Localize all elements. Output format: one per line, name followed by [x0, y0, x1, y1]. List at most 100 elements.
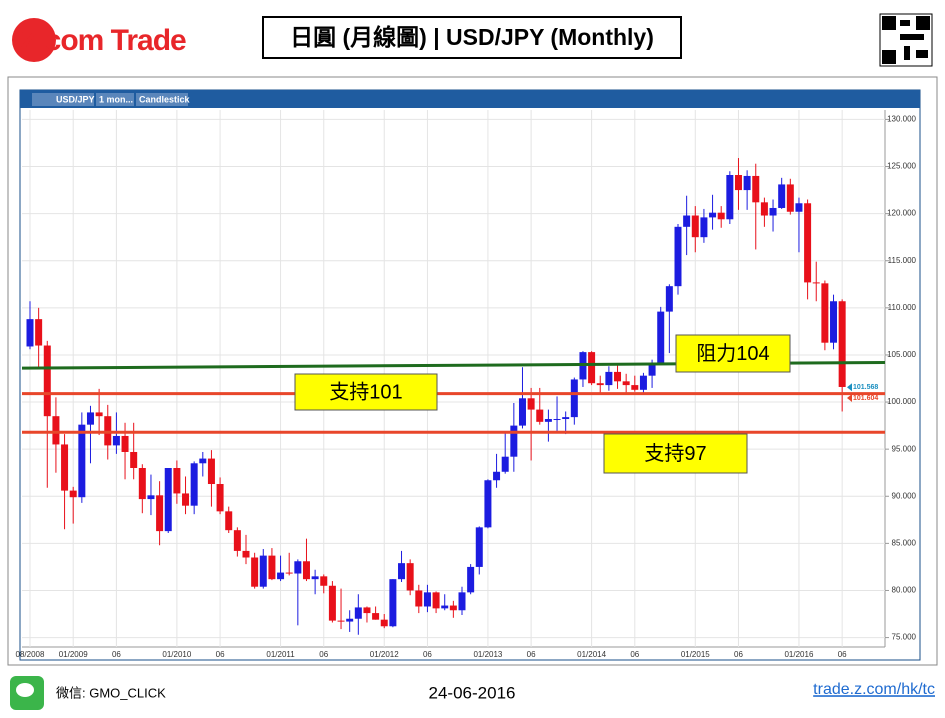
candle-body [536, 409, 544, 422]
candle-body [544, 419, 552, 422]
y-tick-label: 95.000 [892, 444, 917, 453]
candle-body [501, 456, 509, 472]
logo-mark [12, 18, 56, 62]
candle-body [605, 371, 613, 386]
price-tag-pointer [847, 393, 852, 402]
candle-body [527, 398, 535, 410]
candle-body [518, 398, 526, 426]
level-label-box [294, 373, 438, 411]
x-tick-label: 01/2010 [162, 650, 191, 659]
candle-body [233, 530, 241, 551]
candle-body [570, 379, 578, 418]
title-box [262, 16, 682, 59]
candle-body [562, 417, 570, 420]
logo: Z.com Trade [20, 24, 186, 57]
wechat-id: 微信: GMO_CLICK [56, 685, 166, 700]
candle-body [622, 381, 630, 386]
candle-body [700, 217, 708, 238]
candle-body [346, 618, 354, 622]
candle-body [389, 579, 397, 627]
candle-body [493, 471, 501, 481]
level-label: 阻力104 [696, 342, 769, 365]
price-tag: 101.604 [853, 395, 878, 402]
candle-body [467, 566, 475, 593]
candle-body [363, 607, 371, 614]
candle-body [95, 412, 103, 417]
candle-body [614, 371, 622, 382]
candle-body [251, 557, 259, 587]
candle-body [648, 363, 656, 376]
candle-body [320, 576, 328, 586]
candle-body [225, 511, 233, 531]
candle-body [830, 301, 838, 343]
candle-body [449, 605, 457, 611]
candle-body [337, 620, 345, 622]
wechat-bubble [16, 683, 34, 697]
interval: 1 mon... [99, 94, 133, 104]
candle-body [674, 226, 682, 287]
candle-body [268, 555, 276, 580]
candle-body [657, 311, 665, 364]
y-tick-label: 100.000 [887, 397, 916, 406]
candle-body [726, 175, 734, 220]
candle-body [804, 203, 812, 283]
candle-body [406, 563, 414, 591]
y-tick-label: 110.000 [888, 303, 917, 312]
candle-body [778, 184, 786, 208]
candle-body [734, 175, 742, 191]
style-button[interactable] [136, 93, 188, 106]
y-tick-label: 120.000 [887, 209, 916, 218]
candle-body [475, 527, 483, 567]
x-tick-label: 06 [630, 650, 639, 659]
x-tick-label: 01/2011 [266, 650, 295, 659]
candle-body [691, 215, 699, 238]
candle-body [631, 385, 639, 390]
level-label-box [675, 334, 791, 373]
x-tick-label: 01/2015 [681, 650, 710, 659]
x-tick-label: 06 [838, 650, 847, 659]
y-tick-label: 80.000 [892, 586, 917, 595]
candle-body [683, 215, 691, 227]
candle-body [423, 592, 431, 607]
chart-panel [19, 89, 921, 661]
candle-body [61, 444, 69, 491]
candle-body [52, 416, 60, 445]
candle-body [510, 425, 518, 457]
candle-body [821, 283, 829, 343]
candle-body [760, 202, 768, 216]
y-tick-label: 75.000 [892, 633, 917, 642]
y-tick-label: 130.000 [887, 115, 916, 124]
candle-body [553, 419, 561, 421]
url[interactable]: trade.z.com/hk/tc [813, 681, 935, 698]
candle-body [156, 495, 164, 532]
candle-body [795, 203, 803, 212]
x-tick-label: 06 [527, 650, 536, 659]
y-tick-label: 115.000 [888, 256, 917, 265]
x-tick-label: 08/2008 [16, 650, 45, 659]
toolbar [20, 90, 920, 108]
candle-body [138, 468, 146, 500]
candle-body [190, 463, 198, 506]
candle-body [709, 212, 717, 218]
x-tick-label: 01/2014 [577, 650, 606, 659]
candle-body [294, 561, 302, 574]
interval-button[interactable] [96, 93, 134, 106]
candle-body [596, 383, 604, 386]
candle-body [207, 458, 215, 485]
candle-body [302, 561, 310, 580]
candle-body [398, 563, 406, 580]
candle-body [35, 319, 43, 346]
y-tick-label: 85.000 [892, 538, 917, 547]
candle-body [86, 412, 94, 425]
candle-body [259, 555, 267, 587]
candle-body [112, 435, 120, 446]
candle-body [838, 301, 846, 387]
style: Candlestick [139, 94, 191, 104]
candle-body [717, 212, 725, 220]
plot: 75.000 80.000 85.000 90.000 95.000 100.000 105… [16, 110, 917, 659]
symbol-button[interactable] [32, 93, 94, 106]
y-tick-label: 105.000 [887, 350, 916, 359]
title: 日圓 (月線圖) | USD/JPY (Monthly) [290, 24, 654, 50]
candle-body [665, 286, 673, 312]
